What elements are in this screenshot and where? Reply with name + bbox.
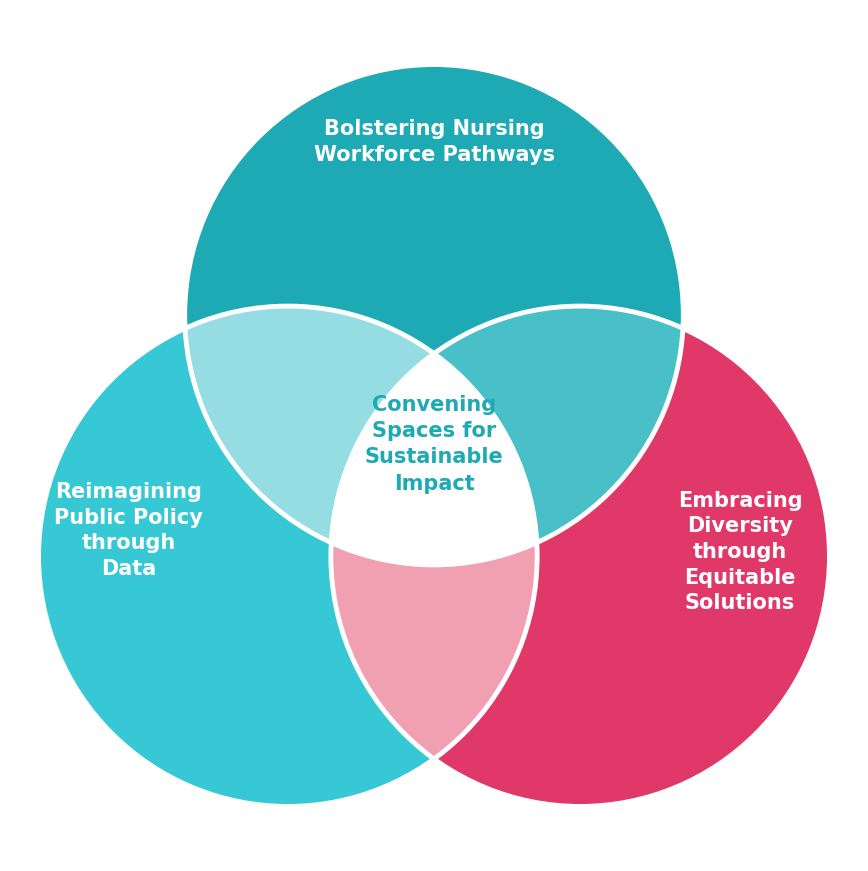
Text: Convening
Spaces for
Sustainable
Impact: Convening Spaces for Sustainable Impact — [365, 395, 503, 494]
Text: Embracing
Diversity
through
Equitable
Solutions: Embracing Diversity through Equitable So… — [678, 490, 802, 613]
Text: Bolstering Nursing
Workforce Pathways: Bolstering Nursing Workforce Pathways — [313, 119, 555, 165]
Text: Reimagining
Public Policy
through
Data: Reimagining Public Policy through Data — [55, 482, 203, 579]
